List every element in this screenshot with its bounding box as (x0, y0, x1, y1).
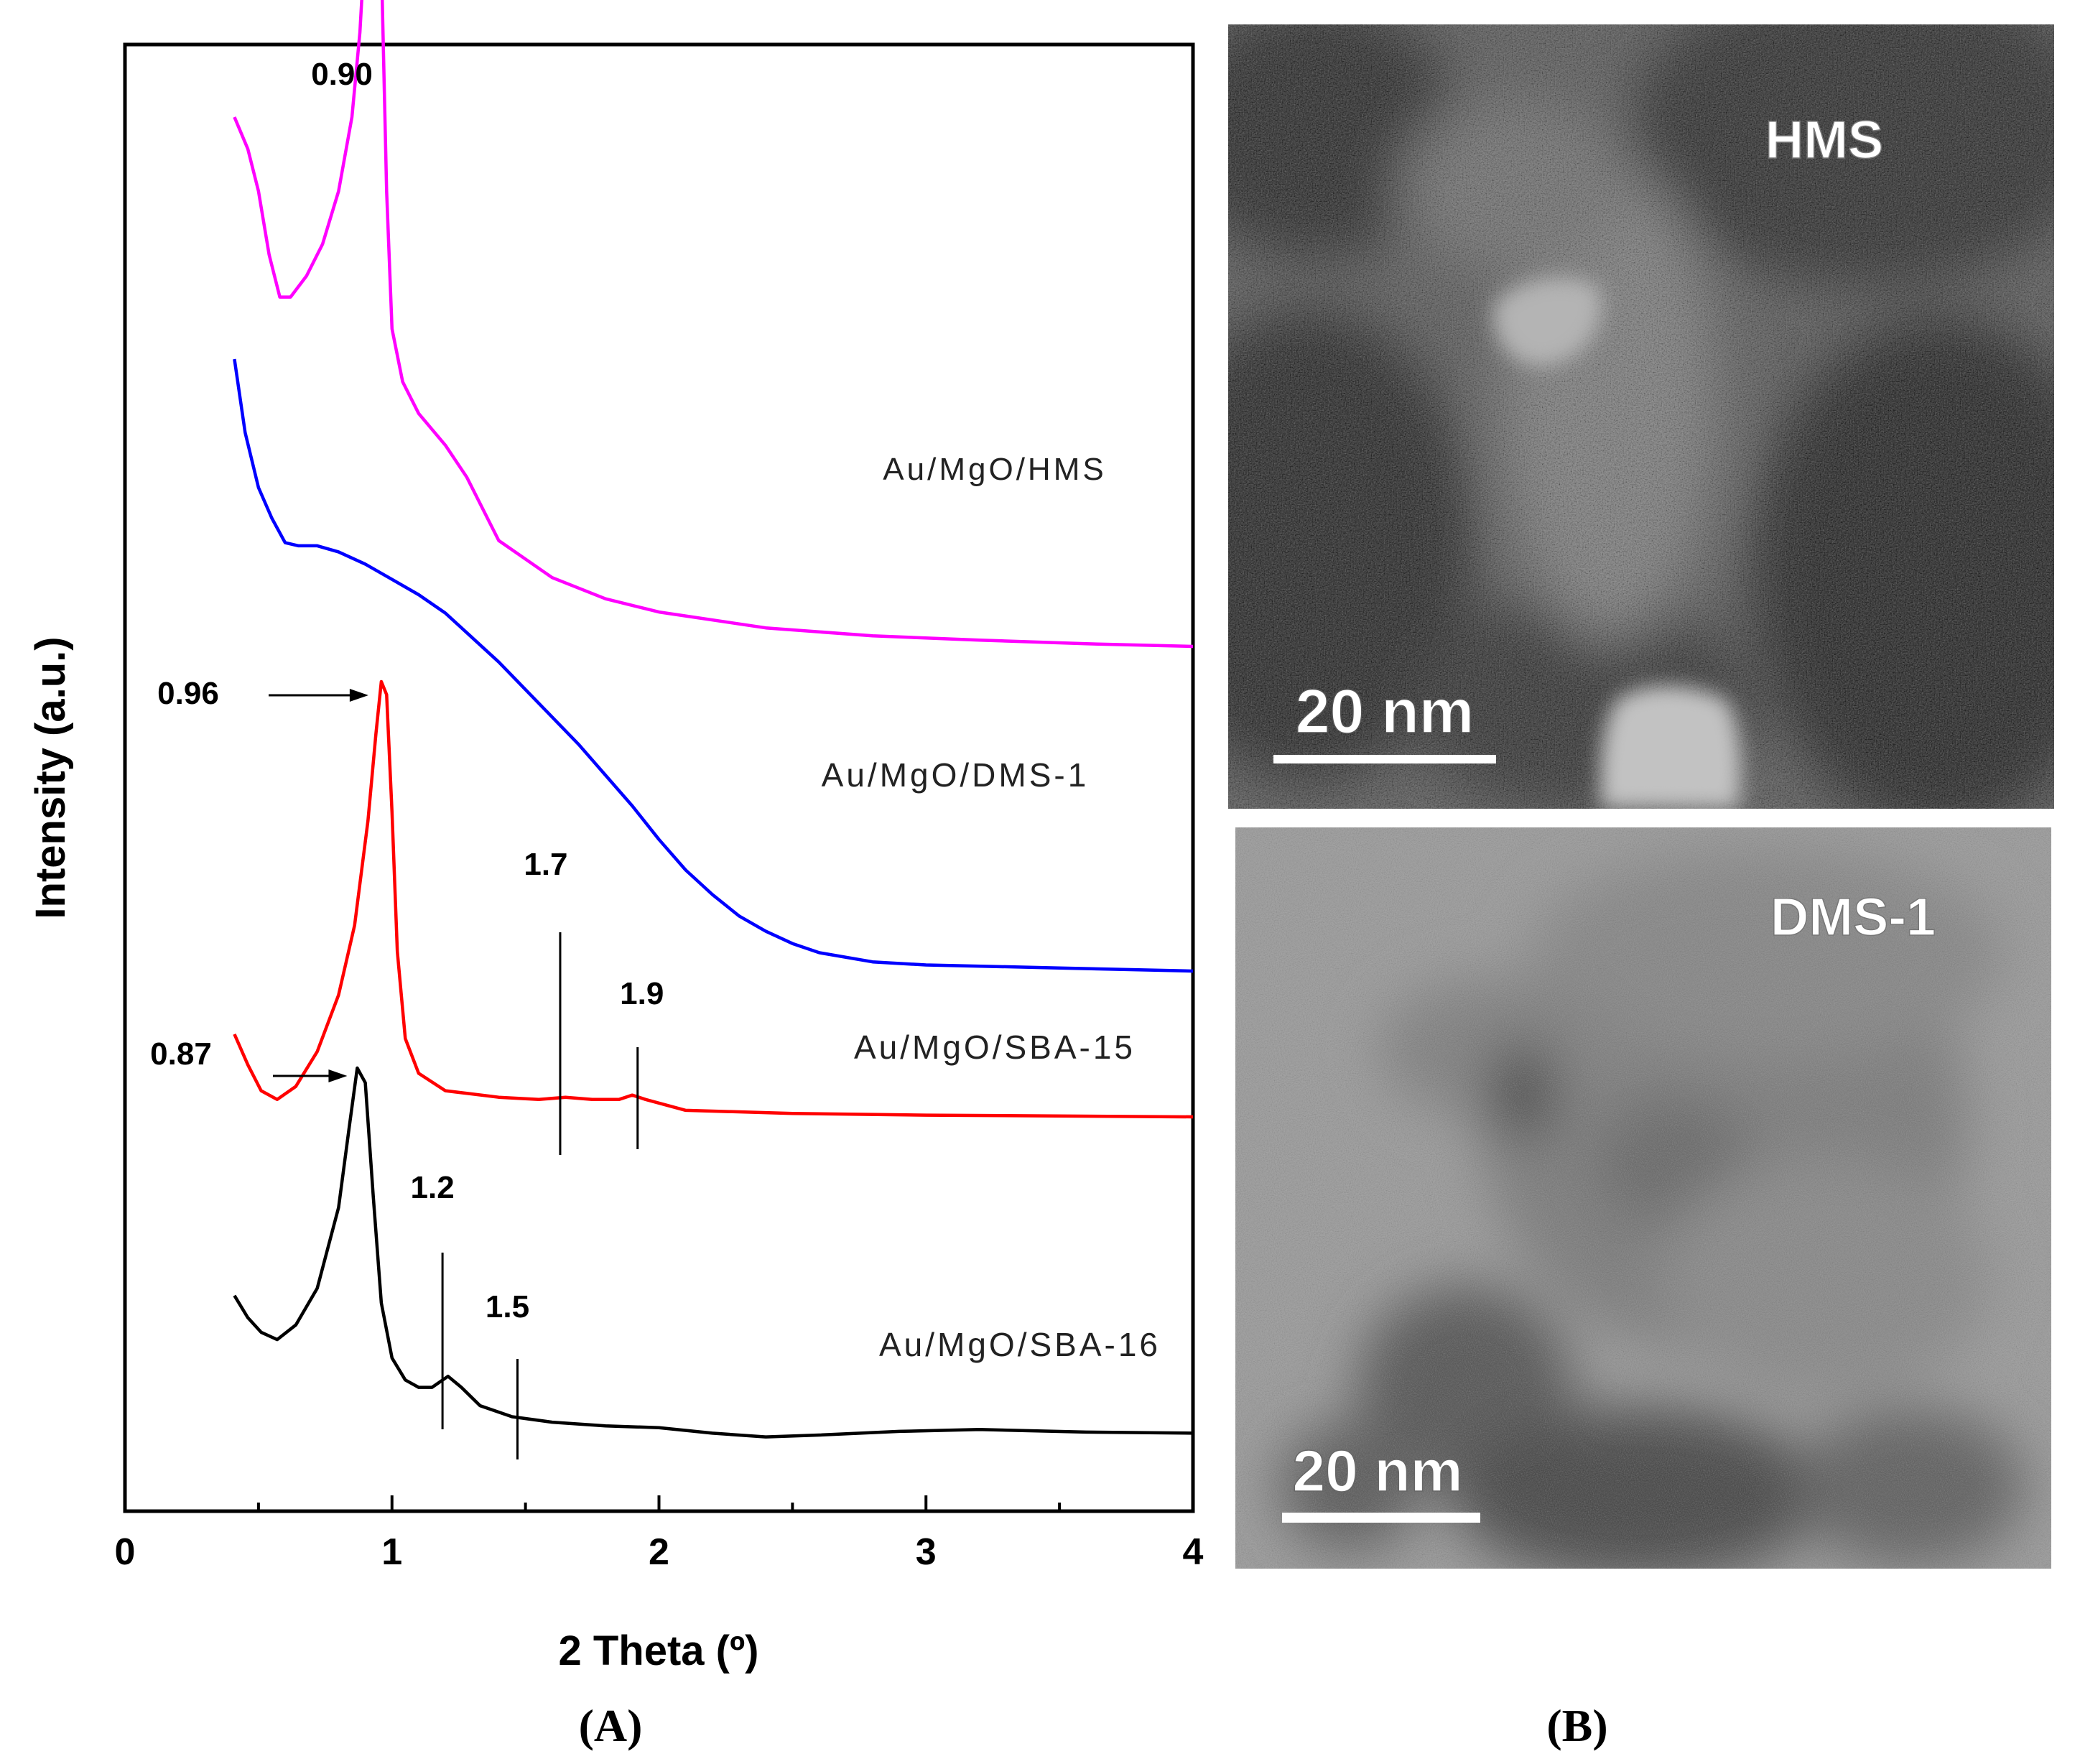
x-axis-label: 2 Theta (º) (559, 1628, 759, 1674)
series-line (233, 0, 1194, 649)
annotation-label: 0.87 (150, 1036, 212, 1072)
series-label: Au/MgO/DMS-1 (822, 756, 1090, 794)
scale-label-dms1: 20 nm (1293, 1439, 1463, 1504)
x-axis-ticks (124, 1495, 1194, 1511)
xrd-chart: 0 1 2 3 4 0.90 0.96 1.7 1.9 0.87 1.2 1.5 Au/MgO/HM… (27, 0, 1204, 1674)
x-tick-label: 2 (649, 1531, 669, 1573)
panel-label-a-letter: A (594, 1700, 627, 1751)
series-line (233, 1066, 1194, 1439)
annotation-label: 1.2 (411, 1170, 455, 1205)
series-line (233, 679, 1194, 1119)
panel-label-b: (B) (1546, 1700, 1607, 1751)
annotation-arrowhead (328, 1069, 348, 1082)
annotation-label: 1.9 (620, 976, 664, 1011)
scale-bar-dms1 (1282, 1513, 1480, 1523)
series-labels: Au/MgO/HMS Au/MgO/DMS-1 Au/MgO/SBA-15 Au/Mg… (822, 452, 1161, 1363)
annotation-label: 1.7 (524, 847, 567, 882)
scale-bar-hms (1273, 755, 1496, 763)
y-axis-label: Intensity (a.u.) (27, 636, 74, 919)
peak-annotations: 0.90 0.96 1.7 1.9 0.87 1.2 1.5 (150, 57, 664, 1459)
series-label: Au/MgO/SBA-15 (854, 1029, 1136, 1066)
series-label: Au/MgO/HMS (883, 452, 1106, 487)
series-lines (233, 0, 1194, 1439)
series-label: Au/MgO/SBA-16 (879, 1326, 1161, 1363)
x-tick-label: 0 (115, 1531, 136, 1573)
annotation-label: 0.90 (311, 57, 373, 92)
annotation-label: 0.96 (157, 676, 219, 711)
panel-label-b-letter: B (1562, 1700, 1593, 1751)
tem-image-dms1: 20 nm DMS-1 (1235, 827, 2051, 1569)
scale-label-hms: 20 nm (1296, 677, 1475, 746)
x-tick-label: 3 (916, 1531, 937, 1573)
x-axis-tick-labels: 0 1 2 3 4 (115, 1531, 1204, 1573)
annotation-arrowhead (349, 689, 368, 702)
x-tick-label: 1 (381, 1531, 402, 1573)
panel-label-a: (A) (579, 1700, 643, 1751)
series-line (233, 358, 1194, 973)
tem-label-hms: HMS (1765, 110, 1883, 170)
tem-image-hms: 20 nm HMS (1228, 24, 2054, 809)
annotation-label: 1.5 (486, 1289, 529, 1324)
x-tick-label: 4 (1183, 1531, 1204, 1573)
tem-label-dms1: DMS-1 (1770, 887, 1936, 947)
